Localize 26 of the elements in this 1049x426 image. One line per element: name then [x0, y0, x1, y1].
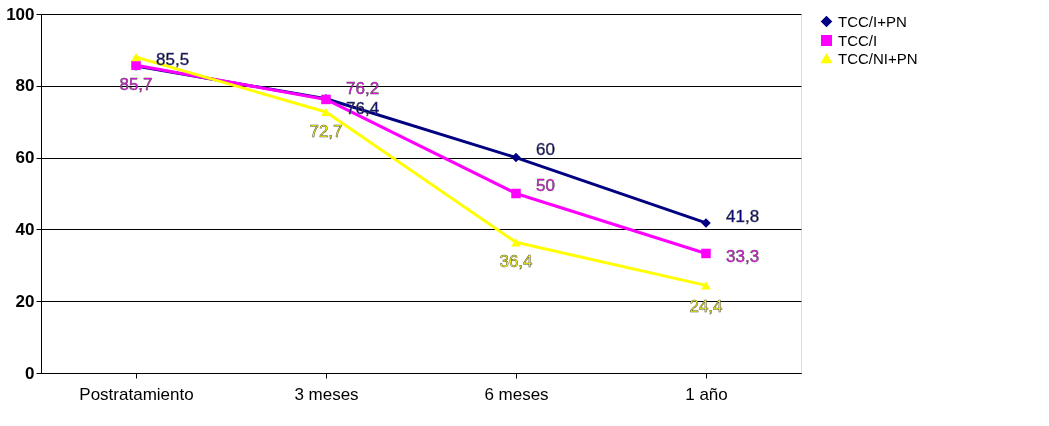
- point: [511, 152, 521, 163]
- y-tick-label: 80: [15, 76, 35, 96]
- data-label: 33,3: [726, 247, 760, 267]
- data-label: 50: [536, 175, 555, 195]
- data-label: 41,8: [726, 206, 760, 226]
- y-tick-label: 20: [15, 291, 35, 311]
- point: [701, 281, 711, 290]
- data-label: 36,4: [499, 252, 533, 272]
- x-tick-label: 6 meses: [484, 384, 549, 404]
- y-tick-label: 60: [15, 148, 35, 168]
- point: [131, 52, 141, 62]
- x-tick-label: 3 meses: [294, 384, 359, 404]
- legend-label: TCC/I: [838, 31, 878, 49]
- point: [511, 188, 521, 199]
- x-tick-label: 1 año: [685, 384, 728, 404]
- data-label: 60: [536, 139, 555, 159]
- y-tick-label: 100: [6, 4, 35, 24]
- data-label: 72,7: [309, 122, 343, 142]
- legend-label: TCC/I+PN: [838, 12, 907, 30]
- point: [701, 248, 711, 259]
- y-tick-label: 40: [15, 219, 35, 239]
- legend-label: TCC/NI+PN: [838, 49, 918, 67]
- x-tick-label: Postratamiento: [79, 384, 194, 404]
- data-label: 24,4: [689, 297, 723, 317]
- y-tick-label: 0: [25, 363, 35, 383]
- data-label: 85,5: [156, 50, 190, 70]
